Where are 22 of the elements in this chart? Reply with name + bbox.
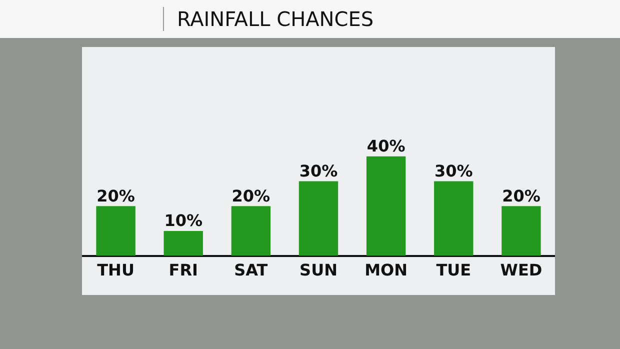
bar (298, 181, 338, 256)
x-tick-label: MON (364, 260, 408, 280)
x-tick-label: THU (97, 260, 134, 280)
x-tick-label: FRI (168, 260, 198, 280)
chart-title: RAINFALL CHANCES (177, 6, 374, 32)
data-label: 20% (232, 186, 270, 206)
x-tick-label: SAT (234, 260, 268, 280)
data-label: 30% (434, 161, 473, 180)
x-tick-label: WED (500, 260, 542, 280)
bar (96, 206, 136, 256)
x-tick-label: TUE (436, 260, 472, 280)
data-label: 20% (96, 186, 135, 206)
bar (164, 230, 203, 256)
data-label: 20% (502, 186, 540, 206)
bar (434, 181, 474, 256)
data-label: 40% (366, 136, 406, 156)
x-tick-label: SUN (300, 260, 338, 280)
bar (502, 206, 541, 256)
data-label: 10% (164, 211, 203, 230)
bar (366, 156, 406, 256)
bar (231, 206, 271, 256)
data-label: 30% (299, 161, 338, 180)
